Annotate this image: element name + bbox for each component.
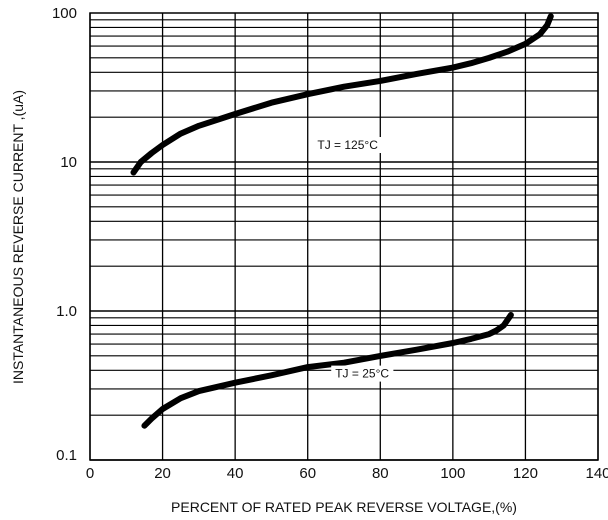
curves: TJ = 125°C TJ = 25°C — [130, 13, 554, 429]
x-tick-label: 40 — [227, 465, 244, 482]
series-label: TJ = 25°C — [335, 367, 389, 381]
x-tick-label: 60 — [299, 465, 316, 482]
y-tick-label: 0.1 — [56, 447, 77, 464]
grid — [89, 13, 599, 461]
x-tick-label: 0 — [86, 465, 94, 482]
x-tick-label: 20 — [154, 465, 171, 482]
plot-frame — [89, 12, 599, 461]
y-tick-label: 100 — [52, 5, 77, 22]
y-axis-label: INSTANTANEOUS REVERSE CURRENT ,(uA) — [10, 90, 26, 384]
x-tick-label: 80 — [372, 465, 389, 482]
x-tick-label: 140 — [585, 465, 608, 482]
series-label-background — [331, 365, 394, 382]
series-line-tj-25c — [141, 312, 514, 429]
y-tick-labels: 0.1 1.0 10 100 — [52, 5, 77, 464]
x-tick-label: 120 — [513, 465, 538, 482]
x-tick-labels: 0 20 40 60 80 100 120 140 — [86, 465, 608, 482]
series-label-background — [313, 137, 383, 154]
series-label: TJ = 125°C — [317, 138, 378, 152]
y-tick-label: 1.0 — [56, 303, 77, 320]
x-axis-label: PERCENT OF RATED PEAK REVERSE VOLTAGE,(%… — [171, 499, 517, 515]
y-tick-label: 10 — [60, 154, 77, 171]
x-tick-label: 100 — [440, 465, 465, 482]
series-line-tj-125c — [130, 13, 554, 176]
